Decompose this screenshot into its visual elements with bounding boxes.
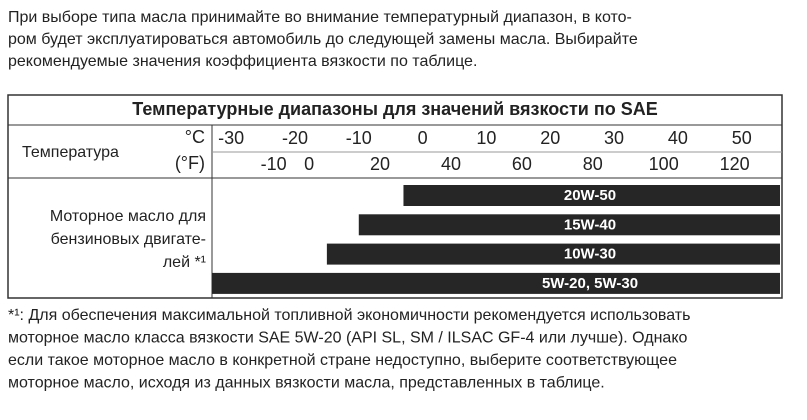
c-tick-label: 0: [418, 128, 428, 148]
f-tick-label: 60: [512, 154, 532, 174]
c-tick-label: -20: [282, 128, 308, 148]
c-tick-label: 40: [668, 128, 688, 148]
c-tick-label: 50: [732, 128, 752, 148]
intro-line: рекомендуемые значения коэффициента вязк…: [8, 53, 477, 70]
footnote-line: моторное масло класса вязкости SAE 5W-20…: [8, 330, 688, 347]
c-tick-label: 10: [476, 128, 496, 148]
f-tick-label: 0: [304, 154, 314, 174]
table-frame: [7, 94, 783, 299]
footnote-line: *¹: Для обеспечения максимальной топливн…: [8, 307, 690, 324]
c-tick-label: -30: [218, 128, 244, 148]
f-tick-label: 80: [583, 154, 603, 174]
bar-label: 5W-20, 5W-30: [542, 275, 638, 292]
oil-label: бензиновых двигате-: [51, 231, 206, 248]
footnote-line: если такое моторное масло в конкретной с…: [8, 352, 677, 369]
temp-label: Температура: [22, 144, 119, 161]
f-tick-label: 120: [720, 154, 750, 174]
oil-label: лей *¹: [163, 254, 206, 271]
f-tick-label: -10: [261, 154, 287, 174]
c-tick-label: 30: [604, 128, 624, 148]
footnote-line: моторное масло, исходя из данных вязкост…: [8, 375, 605, 392]
f-tick-label: 100: [649, 154, 679, 174]
c-unit: °C: [185, 127, 205, 147]
intro-line: При выборе типа масла принимайте во вним…: [8, 9, 632, 26]
range-bar: [212, 272, 780, 294]
range-bar: [403, 185, 780, 206]
oil-label: Моторное масло для: [50, 208, 206, 225]
f-unit: (°F): [175, 153, 205, 173]
bar-label: 15W-40: [564, 216, 616, 233]
c-tick-label: 20: [540, 128, 560, 148]
f-tick-label: 40: [441, 154, 461, 174]
range-bar: [326, 243, 780, 265]
f-tick-label: 20: [370, 154, 390, 174]
c-tick-label: -10: [346, 128, 372, 148]
bar-label: 20W-50: [564, 187, 616, 204]
bar-label: 10W-30: [564, 246, 616, 263]
intro-line: ром будет эксплуатироваться автомобиль д…: [8, 31, 638, 48]
table-title: Температурные диапазоны для значений вяз…: [132, 99, 658, 119]
range-bar: [358, 214, 780, 236]
